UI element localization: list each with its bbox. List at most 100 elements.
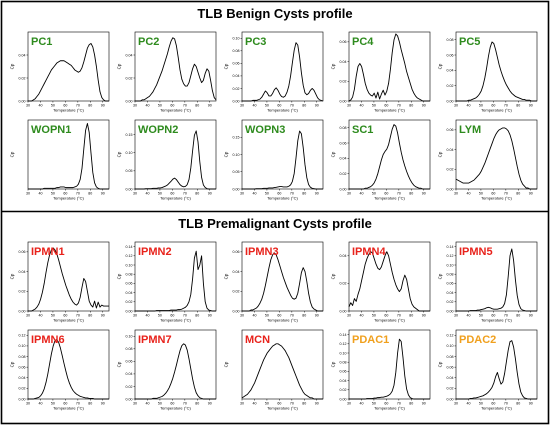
x-tick-label: 30	[454, 192, 458, 196]
x-tick-label: 60	[384, 314, 388, 318]
y-axis-label: Cp	[117, 151, 122, 157]
x-tick-label: 70	[290, 104, 294, 108]
x-tick-label: 90	[101, 104, 105, 108]
x-tick-label: 40	[466, 402, 470, 406]
y-tick-label: 0.00	[447, 397, 454, 401]
x-tick-label: 70	[504, 402, 508, 406]
x-tick-label: 30	[26, 104, 30, 108]
x-tick-label: 70	[183, 314, 187, 318]
plot-frame	[134, 329, 217, 400]
panel-wopn1: 30 40 50 60 70 80 90 Temperature (°C) Cp WOPN1	[10, 119, 110, 201]
y-axis-label: Cp	[10, 63, 15, 69]
x-tick-label: 60	[491, 104, 495, 108]
y-tick-label: 0.00	[447, 309, 454, 313]
x-tick-label: 60	[170, 192, 174, 196]
y-tick-label: 0.05	[126, 169, 133, 173]
y-axis-label: Cp	[224, 151, 229, 157]
x-tick-label: 50	[479, 104, 483, 108]
plot-frame	[27, 119, 110, 190]
x-tick-label: 40	[38, 192, 42, 196]
x-tick-label: 90	[208, 192, 212, 196]
x-tick-label: 70	[76, 192, 80, 196]
x-tick-label: 80	[409, 402, 413, 406]
y-tick-label: 0.14	[340, 333, 347, 337]
panel-pc4: 30 40 50 60 70 80 90 Temperature (°C) 0.00 0.02 0.…	[331, 31, 431, 113]
x-tick-label: 80	[409, 104, 413, 108]
y-tick-label: 0.04	[126, 372, 133, 376]
cp-curve	[242, 42, 324, 102]
x-tick-label: 70	[397, 104, 401, 108]
plot-frame	[27, 241, 110, 312]
y-axis-label: Cp	[331, 63, 336, 69]
x-tick-label: 90	[101, 192, 105, 196]
x-tick-label: 90	[208, 314, 212, 318]
cp-curve	[28, 123, 109, 190]
y-tick-label: 0.02	[126, 385, 133, 389]
x-tick-label: 50	[479, 314, 483, 318]
x-tick-label: 40	[145, 192, 149, 196]
y-tick-label: 0.02	[126, 76, 133, 80]
panel-wopn3: 30 40 50 60 70 80 90 Temperature (°C) 0.00 0.05 0.…	[224, 119, 324, 201]
y-tick-label: 0.12	[340, 342, 347, 346]
x-tick-label: 80	[195, 104, 199, 108]
y-tick-label: 0.00	[126, 397, 133, 401]
x-axis-label: Temperature (°C)	[481, 406, 512, 411]
plot-frame	[134, 241, 217, 312]
cp-curve	[348, 251, 430, 312]
panel-pdac2: 30 40 50 60 70 80 90 Temperature (°C) 0.00 0.02 0.…	[438, 329, 538, 411]
x-tick-label: 70	[183, 402, 187, 406]
x-tick-label: 60	[491, 192, 495, 196]
panel-ipmn2: 30 40 50 60 70 80 90 Temperature (°C) 0.00 0.02 0.…	[117, 241, 217, 323]
x-tick-label: 30	[347, 192, 351, 196]
plot-frame	[455, 329, 538, 400]
y-tick-label: 0.14	[126, 245, 133, 249]
x-tick-label: 90	[422, 104, 426, 108]
x-tick-label: 60	[63, 314, 67, 318]
x-tick-label: 40	[252, 192, 256, 196]
y-tick-label: 0.00	[19, 309, 26, 313]
panel-pc3: 30 40 50 60 70 80 90 Temperature (°C) 0.00 0.02 0.…	[224, 31, 324, 113]
y-tick-label: 0.04	[340, 379, 347, 383]
y-tick-label: 0.00	[447, 99, 454, 103]
cp-curve	[28, 247, 109, 312]
x-tick-label: 40	[145, 402, 149, 406]
y-tick-label: 0.08	[447, 355, 454, 359]
x-tick-label: 30	[26, 402, 30, 406]
x-tick-label: 30	[347, 104, 351, 108]
x-tick-label: 70	[504, 104, 508, 108]
cp-curve	[242, 130, 323, 190]
y-tick-label: 0.04	[19, 270, 26, 274]
x-tick-label: 60	[384, 104, 388, 108]
plot-frame	[134, 119, 217, 190]
x-tick-label: 30	[454, 402, 458, 406]
x-tick-label: 70	[504, 314, 508, 318]
cp-curve	[28, 339, 109, 400]
x-tick-label: 90	[529, 402, 533, 406]
panel-label: IPMN7	[138, 334, 172, 346]
y-tick-label: 0.06	[126, 360, 133, 364]
panel-wopn2: 30 40 50 60 70 80 90 Temperature (°C) 0.00 0.05 0.…	[117, 119, 217, 201]
x-tick-label: 70	[183, 192, 187, 196]
x-tick-label: 50	[479, 192, 483, 196]
x-axis-label: Temperature (°C)	[160, 196, 191, 201]
y-tick-label: 0.12	[447, 254, 454, 258]
y-tick-label: 0.12	[126, 254, 133, 258]
y-tick-label: 0.12	[19, 334, 26, 338]
cp-curve	[456, 248, 537, 312]
panel-pc1: 30 40 50 60 70 80 90 Temperature (°C) 0.00 0.02 0.…	[10, 31, 110, 113]
x-axis-label: Temperature (°C)	[374, 406, 405, 411]
x-tick-label: 70	[290, 192, 294, 196]
x-tick-label: 60	[63, 104, 67, 108]
x-tick-label: 60	[63, 402, 67, 406]
panel-ipmn7: 30 40 50 60 70 80 90 Temperature (°C) 0.00 0.02 0.…	[117, 329, 217, 411]
y-tick-label: 0.02	[447, 300, 454, 304]
x-tick-label: 60	[491, 314, 495, 318]
y-tick-label: 0.08	[447, 38, 454, 42]
x-tick-label: 30	[26, 314, 30, 318]
x-tick-label: 50	[51, 314, 55, 318]
x-tick-label: 50	[158, 402, 162, 406]
x-tick-label: 80	[409, 192, 413, 196]
x-tick-label: 50	[158, 104, 162, 108]
cp-curve	[349, 124, 430, 190]
cp-curve	[456, 41, 537, 102]
